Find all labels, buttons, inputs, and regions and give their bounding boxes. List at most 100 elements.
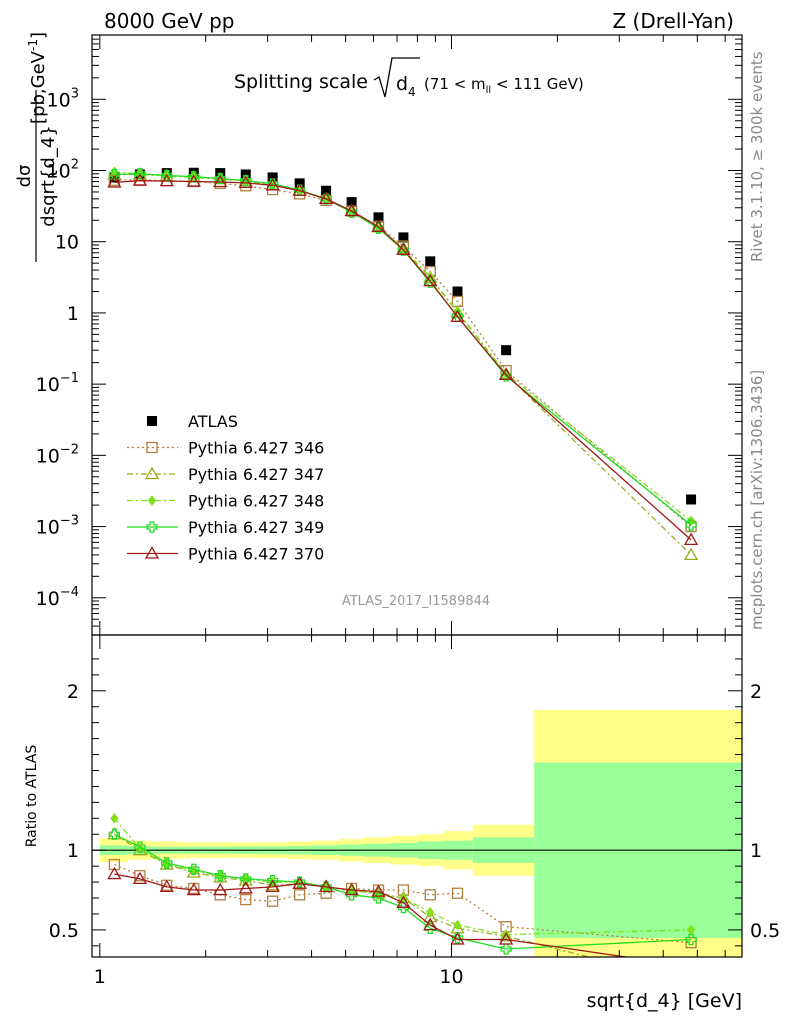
title-sub: 4 <box>408 85 416 99</box>
ratio-point-p349 <box>188 863 200 875</box>
y-tick-label: 10−2 <box>36 442 79 467</box>
legend-marker <box>147 416 157 426</box>
ratio-point-p370 <box>499 932 514 945</box>
y-tick-label: 10−3 <box>36 514 79 539</box>
point-ATLAS <box>321 185 332 196</box>
y-tick-label: 10−4 <box>36 585 79 610</box>
point-ATLAS <box>501 345 512 356</box>
point-p370 <box>292 183 307 196</box>
ratio-point-p346 <box>266 895 279 907</box>
ratio-point-p346 <box>240 893 252 906</box>
y-tick-label: 10−1 <box>36 371 79 396</box>
ratio-point-p346 <box>424 889 436 901</box>
series-p370 <box>107 173 699 546</box>
point-p349 <box>214 172 226 185</box>
ratio-point-p349 <box>500 943 512 955</box>
point-p370 <box>499 367 514 381</box>
ratio-point-p370 <box>292 876 307 889</box>
legend-item-p370: Pythia 6.427 370 <box>127 545 324 564</box>
title-var: d <box>396 73 408 95</box>
point-p349 <box>372 222 385 234</box>
point-p349 <box>240 175 252 187</box>
main-series-group <box>107 166 699 561</box>
legend-marker <box>146 441 158 454</box>
ratio-point-p346 <box>134 870 146 882</box>
legend-label: Pythia 6.427 370 <box>188 545 324 564</box>
ratio-point-p370 <box>213 882 228 896</box>
ratio-point-p370 <box>371 884 386 897</box>
ratio-line-p347 <box>114 833 592 957</box>
point-p370 <box>238 175 253 189</box>
ratio-point-p370 <box>423 917 438 931</box>
plot-title: Splitting scale d 4 (71 < mll < 111 GeV) <box>234 57 584 99</box>
point-p370 <box>450 309 465 323</box>
point-ATLAS <box>398 232 409 243</box>
legend-label: ATLAS <box>188 412 238 431</box>
legend-marker <box>147 495 157 506</box>
ratio-point-p370 <box>318 879 334 893</box>
point-ATLAS <box>452 286 463 297</box>
ratio-point-p348 <box>110 813 119 824</box>
legend-item-ATLAS: ATLAS <box>147 412 238 431</box>
analysis-id: ATLAS_2017_I1589844 <box>342 594 490 609</box>
point-p370 <box>683 532 699 546</box>
point-ATLAS <box>686 494 697 505</box>
point-p370 <box>371 219 386 232</box>
x-tick-label: 10 <box>439 966 463 988</box>
ratio-point-p349 <box>685 933 697 946</box>
point-p370 <box>318 191 334 205</box>
ratio-y-tick-label: 0.5 <box>49 920 79 942</box>
legend-marker <box>144 466 160 480</box>
ratio-point-p349 <box>161 857 173 869</box>
ratio-series-group <box>107 813 697 957</box>
ratio-point-p348 <box>426 907 435 918</box>
point-p370 <box>423 273 438 287</box>
legend-item-p346: Pythia 6.427 346 <box>127 439 324 458</box>
ratio-point-p370 <box>238 881 253 894</box>
main-ylabel: dσ dsqrt{d_4} <box>14 90 59 262</box>
main-ylabel-units: [pb,GeV-1] <box>26 32 49 124</box>
point-ATLAS <box>425 256 436 267</box>
ratio-point-p370 <box>396 895 411 908</box>
rivet-version-label: Rivet 3.1.10, ≥ 300k events <box>748 51 766 262</box>
point-p370 <box>186 174 201 187</box>
ratio-point-p347 <box>265 877 280 891</box>
point-ATLAS <box>294 178 305 189</box>
y-tick-label: 10 <box>55 232 79 254</box>
title-main: Splitting scale <box>234 71 368 93</box>
x-axis-label: sqrt{d_4} [GeV] <box>587 990 742 1012</box>
legend-item-p349: Pythia 6.427 349 <box>127 518 324 537</box>
ratio-line-p370 <box>114 873 631 957</box>
ratio-point-p349 <box>214 870 226 882</box>
ratio-point-p346 <box>451 887 464 899</box>
legend-item-p348: Pythia 6.427 348 <box>127 492 324 511</box>
point-ATLAS <box>346 197 357 208</box>
point-p370 <box>159 173 174 187</box>
ratio-y-tick-label-right: 2 <box>750 681 762 703</box>
ratio-point-p346 <box>108 858 121 871</box>
ratio-point-p349 <box>240 873 252 885</box>
ratio-point-p349 <box>108 828 121 840</box>
y-tick-label: 102 <box>47 158 79 183</box>
ratio-line-p348 <box>113 817 692 936</box>
header-energy: 8000 GeV pp <box>104 9 235 33</box>
point-p349 <box>345 206 358 218</box>
ratio-y-tick-label: 2 <box>67 681 79 703</box>
ratio-line-p349 <box>114 833 692 950</box>
point-p370 <box>107 175 122 188</box>
ratio-point-p370 <box>159 879 174 893</box>
ratio-uncertainty-bands <box>92 709 742 957</box>
ratio-point-p346 <box>294 889 306 901</box>
point-p370 <box>132 173 148 186</box>
sqrt-sign <box>373 57 420 98</box>
point-p349 <box>424 276 436 288</box>
ratio-point-p346 <box>685 937 697 949</box>
point-p370 <box>213 174 228 188</box>
legend-marker <box>146 521 158 533</box>
ratio-y-tick-label-right: 0.5 <box>750 920 780 942</box>
x-tick-label: 1 <box>94 966 106 988</box>
ratio-series-p370 <box>107 866 631 957</box>
legend-label: Pythia 6.427 348 <box>188 492 324 511</box>
svg-text:dsqrt{d_4}: dsqrt{d_4} <box>38 125 59 226</box>
